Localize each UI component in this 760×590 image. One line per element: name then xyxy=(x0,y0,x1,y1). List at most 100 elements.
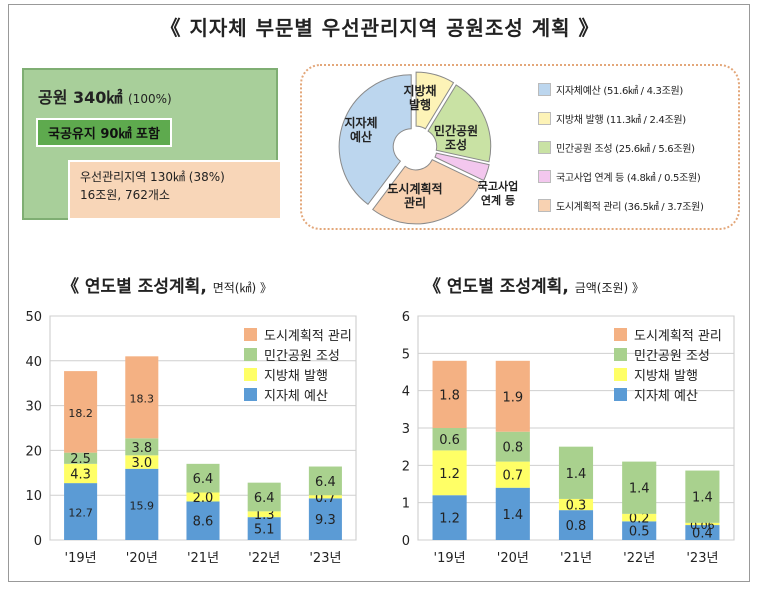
state-land-tag: 국공유지 90㎢ 포함 xyxy=(36,118,172,147)
area-chart-title-unit: 면적(㎢) 》 xyxy=(212,281,272,295)
bar-value-label: 0.7 xyxy=(502,469,523,484)
bar-segment-bond xyxy=(622,513,657,522)
y-tick-label: 3 xyxy=(402,422,410,437)
bar-segment-budget xyxy=(247,517,281,540)
legend-swatch-private xyxy=(614,348,627,361)
bar-segment-private xyxy=(125,438,159,456)
bar-segment-bond xyxy=(558,498,594,511)
bar-value-label: 3.8 xyxy=(131,441,152,456)
bar-segment-private xyxy=(495,431,530,462)
legend-label-budget: 지자체 예산 xyxy=(264,389,328,404)
bar-value-label: 18.3 xyxy=(130,392,155,405)
bar-segment-budget xyxy=(622,521,657,540)
pie-legend-swatch xyxy=(538,83,551,96)
pie-legend-swatch xyxy=(538,141,551,154)
y-tick-label: 30 xyxy=(25,400,42,415)
park-total-pct: (100%) xyxy=(128,92,172,106)
pie-slice-local-budget xyxy=(338,74,412,206)
pie-slice-urban xyxy=(372,159,482,225)
bar-segment-urban xyxy=(125,356,159,439)
x-tick-label: '19년 xyxy=(434,551,466,566)
x-tick-label: '20년 xyxy=(126,551,158,566)
park-total: 공원 340㎢ (100%) xyxy=(38,84,172,108)
bar-segment-private xyxy=(64,452,98,464)
pie-label-national: 국고사업 연계 등 xyxy=(477,180,519,207)
bar-value-label: 0.8 xyxy=(566,519,587,534)
x-tick-label: '21년 xyxy=(560,551,592,566)
bar-value-label: 1.4 xyxy=(692,491,713,506)
pie-legend-swatch xyxy=(538,199,551,212)
legend-label-urban: 도시계획적 관리 xyxy=(634,329,722,344)
area-chart-title: 《 연도별 조성계획, 면적(㎢) 》 xyxy=(62,272,272,297)
pie-legend-item: 국고사업 연계 등 (4.8㎢ / 0.5조원) xyxy=(538,169,738,184)
pie-legend-item: 지자체예산 (51.6㎢ / 4.3조원) xyxy=(538,82,738,97)
bar-value-label: 1.4 xyxy=(502,508,523,523)
bar-segment-urban xyxy=(432,360,467,428)
bar-value-label: 18.2 xyxy=(68,407,93,420)
y-tick-label: 0 xyxy=(34,534,42,549)
bar-segment-bond xyxy=(495,461,530,488)
bar-segment-budget xyxy=(125,468,159,540)
x-tick-label: '23년 xyxy=(309,551,341,566)
pie-label-private: 민간공원 조성 xyxy=(433,124,479,152)
bar-value-label: 6.4 xyxy=(315,475,336,490)
bar-value-label: 0.5 xyxy=(629,525,650,540)
bar-value-label: 8.6 xyxy=(193,515,214,530)
pie-legend-item: 민간공원 조성 (25.6㎢ / 5.6조원) xyxy=(538,140,738,155)
area-bar-chart: 0 10 20 30 40 50 12.7 4.32.5 18.2 '19년 15.9 3.03.8 1… xyxy=(25,310,357,566)
bar-segment-private xyxy=(308,466,342,496)
pie-chart xyxy=(338,71,492,225)
bar-segment-private xyxy=(247,482,281,512)
x-tick-label: '23년 xyxy=(686,551,718,566)
bar-value-label: 1.9 xyxy=(502,390,523,405)
pie-legend-label: 지방채 발행 (11.3㎢ / 2.4조원) xyxy=(556,115,686,126)
pie-label-local-bond: 지방채 발행 xyxy=(403,84,437,112)
bar-segment-bond xyxy=(186,492,220,502)
bar-value-label: 0.2 xyxy=(629,512,650,527)
bar-value-label: 6.4 xyxy=(254,491,275,506)
bar-segment-budget xyxy=(432,495,467,540)
bar-segment-bond xyxy=(64,463,98,484)
y-tick-label: 20 xyxy=(25,444,42,459)
bar-value-label: 1.4 xyxy=(566,467,587,482)
pie-legend-swatch xyxy=(538,170,551,183)
bar-segment-bond xyxy=(125,455,159,469)
pie-panel xyxy=(300,64,740,230)
amount-chart-title-main: 《 연도별 조성계획, xyxy=(424,277,569,297)
amount-chart-title: 《 연도별 조성계획, 금액(조원) 》 xyxy=(424,272,644,297)
bar-segment-bond xyxy=(685,522,720,526)
park-summary-panel: 공원 340㎢ (100%) 국공유지 90㎢ 포함 우선관리지역 130㎢ (… xyxy=(22,68,282,220)
pie-slice-private xyxy=(427,84,492,163)
legend-swatch-bond xyxy=(614,368,627,381)
pie-legend-label: 지자체예산 (51.6㎢ / 4.3조원) xyxy=(556,86,683,97)
bar-value-label: 0.8 xyxy=(502,441,523,456)
bar-value-label: 1.3 xyxy=(254,508,275,523)
y-tick-label: 1 xyxy=(402,497,410,512)
bar-segment-private xyxy=(622,461,657,514)
priority-area-line1: 우선관리지역 130㎢ (38%) xyxy=(80,170,225,184)
legend-label-private: 민간공원 조성 xyxy=(634,349,710,364)
y-tick-label: 5 xyxy=(402,347,410,362)
x-tick-label: '22년 xyxy=(248,551,280,566)
legend-swatch-budget xyxy=(244,388,257,401)
pie-slice-local-bond xyxy=(415,71,455,130)
legend-swatch-private xyxy=(244,348,257,361)
bar-value-label: 1.2 xyxy=(439,512,460,527)
pie-legend-swatch xyxy=(538,112,551,125)
bar-value-label: 15.9 xyxy=(130,499,155,512)
legend-label-private: 민간공원 조성 xyxy=(264,349,340,364)
y-tick-label: 10 xyxy=(25,489,42,504)
y-tick-label: 40 xyxy=(25,355,42,370)
legend-label-bond: 지방채 발행 xyxy=(264,368,328,384)
park-total-label: 공원 340㎢ xyxy=(38,88,123,107)
bar-value-label: 2.5 xyxy=(70,452,91,467)
x-tick-label: '22년 xyxy=(623,551,655,566)
bar-value-label: 3.0 xyxy=(131,456,152,471)
amount-bar-chart: 0 1 2 3 4 5 6 1.2 1.2 0.6 1.8 '19년 1.4 0.7 0.8 1.9 '20년 0… xyxy=(402,310,735,566)
priority-area-box: 우선관리지역 130㎢ (38%) 16조원, 762개소 xyxy=(68,160,282,220)
bar-segment-private xyxy=(186,463,220,493)
y-tick-label: 4 xyxy=(402,385,410,400)
bar-value-label: 0.3 xyxy=(566,499,587,514)
bar-value-label: 1.2 xyxy=(439,467,460,482)
legend-label-budget: 지자체 예산 xyxy=(634,389,698,404)
